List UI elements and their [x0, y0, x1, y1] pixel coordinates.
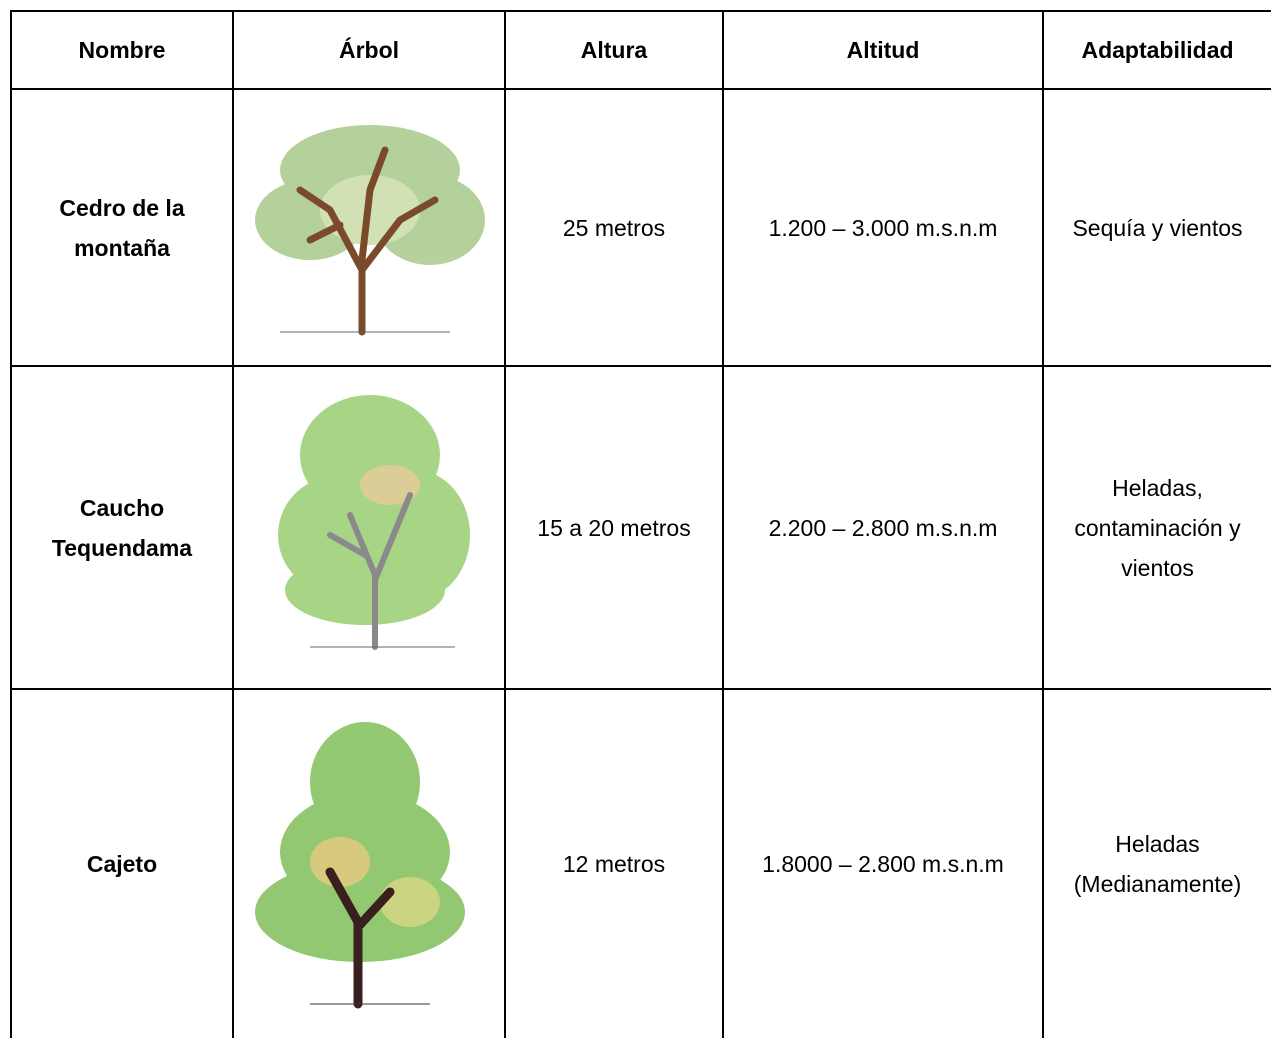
name-cell: Cajeto [86, 851, 158, 877]
header-cell: Altura [580, 37, 648, 63]
header-cell: Nombre [78, 37, 166, 63]
border [504, 10, 506, 1038]
header-cell: Altitud [846, 37, 920, 63]
altitude-cell: 1.200 – 3.000 m.s.n.m [768, 214, 998, 241]
border [232, 10, 234, 1038]
adaptability-cell: Heladas, contaminación y vientos [1074, 474, 1241, 581]
tree-illustration [255, 125, 485, 336]
border [10, 365, 1271, 367]
adaptability-cell: Sequía y vientos [1072, 214, 1243, 241]
border [722, 10, 724, 1038]
header-cell: Árbol [338, 37, 400, 63]
name-cell: Caucho Tequendama [51, 494, 193, 561]
altitude-cell: 2.200 – 2.800 m.s.n.m [768, 514, 998, 541]
name-cell: Cedro de la montaña [59, 194, 185, 261]
height-cell: 25 metros [562, 214, 666, 241]
height-cell: 12 metros [562, 851, 666, 877]
border [10, 10, 12, 1038]
border [10, 10, 1271, 12]
adaptability-cell: Heladas (Medianamente) [1073, 831, 1242, 897]
border [10, 88, 1271, 90]
header-cell: Adaptabilidad [1081, 37, 1234, 63]
border [10, 688, 1271, 690]
tree-illustration [255, 722, 465, 1009]
border [1042, 10, 1044, 1038]
tree-illustration [278, 395, 470, 650]
height-cell: 15 a 20 metros [537, 514, 691, 541]
altitude-cell: 1.8000 – 2.800 m.s.n.m [762, 851, 1004, 877]
